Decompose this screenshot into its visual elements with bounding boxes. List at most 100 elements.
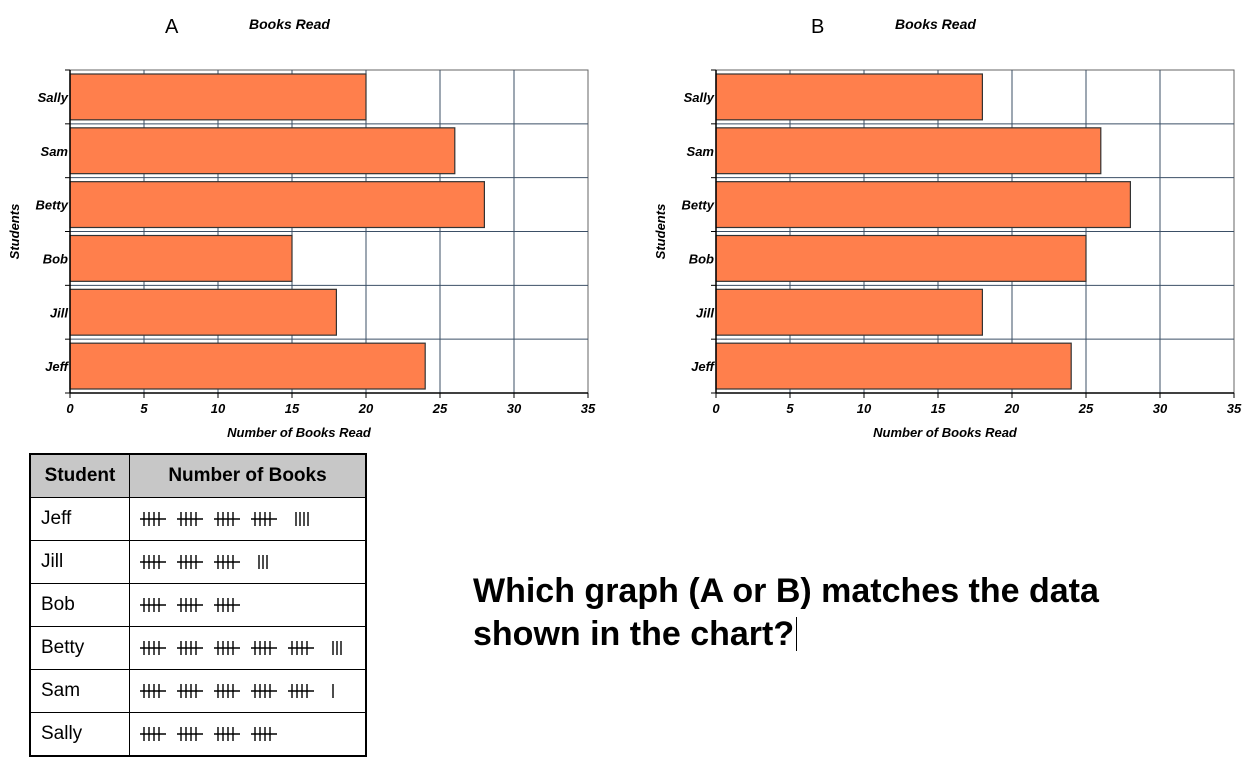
chart-b-svg: B Books Read Sally Sam Betty Bob Jill Jeff 0 5 10 1… (653, 16, 1242, 440)
x-tick-label: 20 (1004, 401, 1020, 416)
x-tick-label: 5 (786, 401, 794, 416)
x-tick-label: 30 (507, 401, 522, 416)
tally-group-of-five (177, 684, 203, 698)
tally-cell (129, 626, 367, 670)
tally-group-of-five (214, 684, 240, 698)
tally-group-of-five (140, 727, 166, 741)
category-label: Jeff (45, 359, 70, 374)
tally-group-of-five (140, 684, 166, 698)
tally-remainder (295, 512, 309, 526)
x-tick-label: 5 (140, 401, 148, 416)
x-tick-label: 20 (358, 401, 374, 416)
tally-marks (140, 598, 240, 612)
header-number-of-books: Number of Books (129, 453, 367, 498)
tally-marks (140, 727, 277, 741)
y-axis-label: Students (7, 204, 22, 260)
tally-group-of-five (177, 641, 203, 655)
x-tick-label: 0 (712, 401, 720, 416)
x-axis-label: Number of Books Read (873, 425, 1018, 440)
x-tick-label: 35 (1227, 401, 1242, 416)
tally-group-of-five (140, 641, 166, 655)
x-tick-label: 25 (432, 401, 448, 416)
x-tick-label: 10 (857, 401, 872, 416)
category-label: Betty (681, 198, 714, 213)
student-name-cell: Jill (29, 540, 130, 584)
tally-group-of-five (214, 598, 240, 612)
bar-sally (69, 73, 367, 121)
table-row: Jill (29, 540, 367, 584)
bar-sam (715, 127, 1102, 175)
tally-group-of-five (288, 641, 314, 655)
table-row: Sally (29, 712, 367, 757)
student-name-cell: Jeff (29, 497, 130, 541)
tally-group-of-five (251, 727, 277, 741)
bar-betty (715, 181, 1131, 229)
category-label: Bob (689, 251, 714, 266)
table-row: Betty (29, 626, 367, 670)
bar-betty (69, 181, 485, 229)
tally-marks (140, 512, 309, 526)
x-tick-label: 30 (1153, 401, 1168, 416)
tally-group-of-five (140, 555, 166, 569)
tally-group-of-five (214, 641, 240, 655)
x-tick-label: 35 (581, 401, 596, 416)
header-student: Student (29, 453, 130, 498)
bar-jill (715, 288, 983, 336)
category-label: Sam (687, 144, 715, 159)
tally-group-of-five (140, 512, 166, 526)
student-name-cell: Sally (29, 712, 130, 757)
y-axis-label: Students (653, 204, 668, 260)
table-row: Sam (29, 669, 367, 713)
bar-jeff (69, 342, 426, 390)
category-label: Jill (696, 305, 714, 320)
chart-a: A Books Read Sally Sam Betty Bob Jill Jeff 0 5 10 1… (0, 0, 609, 450)
table-row: Jeff (29, 497, 367, 541)
tally-cell (129, 583, 367, 627)
chart-b: B Books Read Sally Sam Betty Bob Jill Jeff 0 5 10 1… (646, 0, 1255, 450)
bar-sally (715, 73, 983, 121)
tally-marks (140, 684, 334, 698)
panel-letter: A (165, 16, 179, 38)
x-tick-label: 15 (931, 401, 946, 416)
tally-header-row: Student Number of Books (29, 453, 367, 498)
tally-group-of-five (177, 555, 203, 569)
bar-jill (69, 288, 337, 336)
tally-group-of-five (214, 555, 240, 569)
panel-letter: B (811, 16, 824, 38)
category-label: Sam (41, 144, 69, 159)
tally-group-of-five (251, 512, 277, 526)
tally-group-of-five (177, 598, 203, 612)
table-row: Bob (29, 583, 367, 627)
x-axis-label: Number of Books Read (227, 425, 372, 440)
student-name-cell: Betty (29, 626, 130, 670)
tally-cell (129, 712, 367, 757)
tally-group-of-five (251, 641, 277, 655)
bar-bob (69, 234, 293, 282)
tally-group-of-five (140, 598, 166, 612)
tally-cell (129, 669, 367, 713)
text-cursor (796, 617, 798, 651)
bar-sam (69, 127, 456, 175)
category-label: Betty (35, 198, 68, 213)
tally-remainder (258, 555, 268, 569)
category-label: Jeff (691, 359, 716, 374)
x-tick-label: 10 (211, 401, 226, 416)
tally-cell (129, 540, 367, 584)
tally-group-of-five (177, 512, 203, 526)
question-text: Which graph (A or B) matches the data sh… (473, 570, 1133, 656)
tally-group-of-five (214, 512, 240, 526)
category-label: Sally (38, 90, 69, 105)
student-name-cell: Bob (29, 583, 130, 627)
tally-cell (129, 497, 367, 541)
bar-jeff (715, 342, 1072, 390)
category-label: Sally (684, 90, 715, 105)
category-label: Bob (43, 251, 68, 266)
tally-group-of-five (251, 684, 277, 698)
bar-bob (715, 234, 1087, 282)
tally-remainder (332, 641, 342, 655)
chart-title: Books Read (249, 16, 330, 32)
chart-title: Books Read (895, 16, 976, 32)
category-label: Jill (50, 305, 68, 320)
x-tick-label: 0 (66, 401, 74, 416)
student-name-cell: Sam (29, 669, 130, 713)
